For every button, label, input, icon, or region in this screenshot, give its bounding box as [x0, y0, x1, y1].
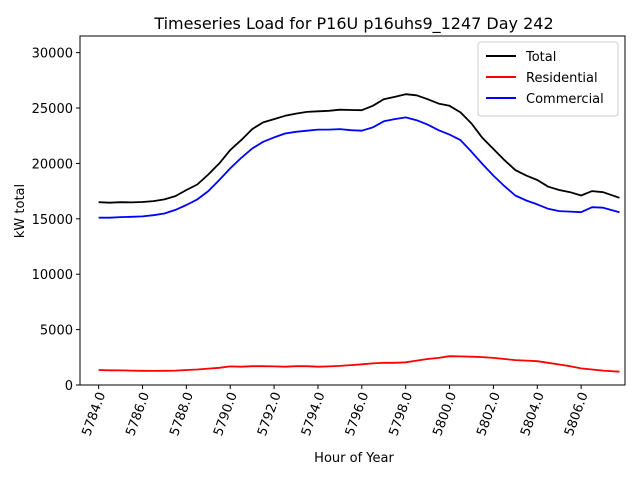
y-axis: 0 5000 10000 15000 20000 25000 30000 — [32, 47, 80, 394]
legend-label-residential: Residential — [526, 71, 598, 86]
series-line-residential — [98, 355, 620, 373]
legend-label-total: Total — [525, 50, 556, 65]
series-line-total — [98, 93, 620, 204]
y-tick-label: 15000 — [32, 213, 73, 228]
x-axis-title: Hour of Year — [314, 451, 394, 466]
y-tick-label: 30000 — [32, 47, 73, 62]
legend-label-commercial: Commercial — [526, 92, 604, 107]
y-tick-label: 10000 — [32, 268, 73, 283]
y-tick-label: 20000 — [32, 157, 73, 172]
legend: Total Residential Commercial — [477, 41, 619, 117]
series-layer — [98, 93, 620, 373]
y-tick-label: 25000 — [32, 102, 73, 117]
y-axis-title: kW total — [13, 184, 28, 238]
y-tick-label: 5000 — [40, 324, 73, 339]
chart-title: Timeseries Load for P16U p16uhs9_1247 Da… — [153, 14, 553, 34]
plot-frame — [79, 35, 626, 386]
plot-area — [98, 93, 620, 373]
y-tick-label: 0 — [65, 379, 73, 394]
series-line-commercial — [98, 116, 620, 219]
